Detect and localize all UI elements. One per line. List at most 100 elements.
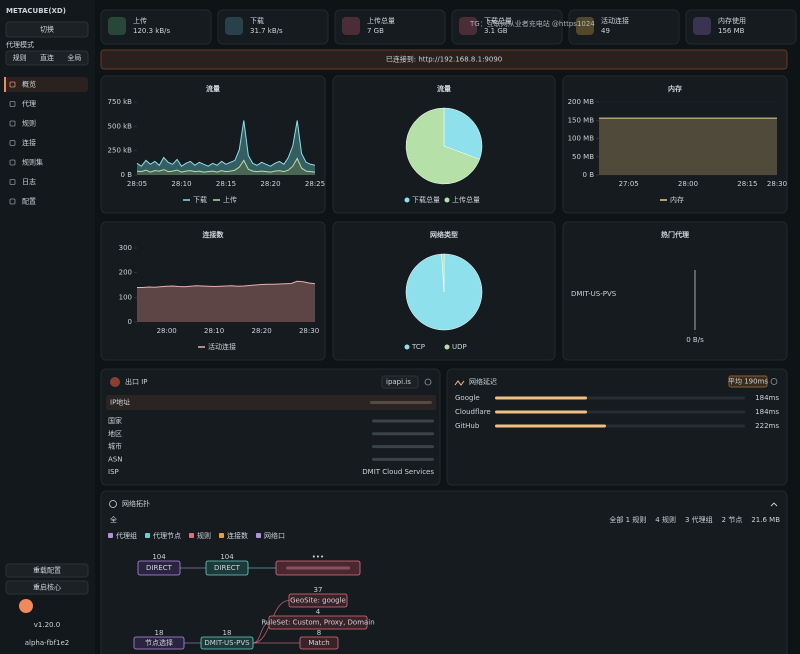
x-tick-label: 28:15	[737, 180, 757, 188]
action-label[interactable]: 重载配置	[33, 566, 61, 575]
y-tick-label: DMIT-US-PVS	[571, 290, 617, 298]
stat-icon	[576, 17, 594, 35]
stat-card	[217, 9, 329, 45]
topology-node[interactable]	[200, 636, 254, 650]
mode-button[interactable]: 直连	[40, 53, 54, 62]
nav-active-bar	[4, 77, 6, 92]
stat-label: 内存使用	[718, 16, 746, 25]
mode-button[interactable]: 规则	[13, 53, 27, 62]
legend-label: 内存	[670, 195, 684, 204]
target-name: Cloudflare	[455, 408, 491, 416]
blurred-value	[372, 445, 434, 449]
node-label[interactable]: DIRECT	[214, 564, 241, 572]
legend-label: 活动连接	[208, 342, 236, 351]
x-tick-label: 27:05	[619, 180, 639, 188]
nav-icon	[9, 198, 16, 205]
legend-dot	[444, 197, 450, 203]
chart-title: 热门代理	[661, 230, 689, 239]
node-label[interactable]: RuleSet: Custom, Proxy, Domain	[261, 619, 374, 627]
y-tick-label: 0	[128, 318, 132, 326]
node-count: 18	[155, 629, 164, 637]
chart-card	[562, 221, 788, 361]
switch-button[interactable]	[5, 21, 89, 38]
x-tick-label: 28:00	[157, 327, 177, 335]
row-label: 国家	[108, 416, 122, 425]
badge	[728, 375, 768, 388]
topology-node[interactable]	[299, 636, 339, 650]
y-tick-label: 50 MB	[572, 153, 594, 161]
y-tick-label: 200 MB	[568, 98, 595, 106]
topology-icon	[109, 500, 117, 508]
collapse-chevron[interactable]	[770, 502, 778, 507]
x-tick-label: 28:30	[767, 180, 787, 188]
nav-icon	[9, 120, 16, 127]
nav-item[interactable]: 代理	[22, 99, 36, 108]
stat-card	[100, 9, 212, 45]
chart-title: 流量	[206, 84, 220, 93]
target-name: Google	[455, 394, 480, 402]
y-tick-label: 0 B	[583, 171, 595, 179]
stat-label: 上传总量	[367, 16, 395, 25]
refresh-icon[interactable]	[424, 378, 432, 386]
chart-card	[100, 75, 326, 214]
build: alpha-fbf1e2	[25, 639, 70, 647]
stat-icon	[225, 17, 243, 35]
mode-label: 代理模式	[6, 40, 34, 49]
action-button[interactable]	[5, 580, 89, 595]
legend-label: 规则	[197, 531, 211, 540]
topology-node[interactable]	[268, 615, 368, 630]
row-label: IP地址	[110, 398, 130, 407]
legend-label: 代理组	[116, 531, 137, 540]
x-tick-label: 28:00	[678, 180, 698, 188]
stat-value: 120.3 kB/s	[133, 27, 170, 35]
blurred-value	[372, 432, 434, 436]
topology-node[interactable]	[288, 593, 348, 608]
ip-row	[106, 395, 436, 410]
node-label[interactable]: 节点选择	[145, 638, 173, 647]
x-tick-label: 28:20	[252, 327, 272, 335]
nav-active	[4, 77, 88, 92]
row-label: 城市	[108, 442, 122, 451]
topology-node[interactable]	[205, 560, 249, 576]
stat-label: 活动连接	[601, 16, 629, 25]
stat-label: 下载	[250, 16, 264, 25]
refresh-icon[interactable]	[770, 378, 778, 385]
nav-item[interactable]: 规则	[22, 119, 36, 128]
sidebar	[0, 0, 95, 654]
action-button[interactable]	[5, 563, 89, 578]
nav-item[interactable]: 概览	[22, 80, 36, 89]
summary-item: 全部 1 规则	[609, 515, 646, 524]
node-label[interactable]: DMIT-US-PVS	[204, 639, 250, 647]
nav-icon	[9, 179, 16, 185]
nav-item[interactable]: 配置	[22, 198, 36, 206]
summary-item: 2 节点	[722, 516, 743, 524]
nav-item[interactable]: 规则集	[22, 158, 43, 167]
node-label[interactable]: GeoSite: google	[290, 597, 346, 605]
legend-label: 上传	[223, 195, 237, 204]
area-fill	[137, 281, 315, 322]
stat-card	[451, 9, 563, 45]
area-fill	[599, 118, 777, 175]
topology-card	[100, 490, 788, 654]
badge-text: 平均 190ms	[728, 377, 768, 386]
topology-node[interactable]	[137, 560, 181, 576]
topology-node[interactable]	[133, 636, 185, 650]
action-label[interactable]: 重启核心	[33, 583, 61, 592]
mode-group	[5, 50, 89, 66]
node-label[interactable]: Match	[308, 639, 329, 647]
card-title: 出口 IP	[125, 377, 148, 386]
x-tick-label: 28:05	[127, 180, 147, 188]
legend-label: 下载	[193, 195, 207, 204]
series-line	[136, 120, 316, 167]
nav-item[interactable]: 日志	[22, 177, 36, 186]
x-tick-label: 28:30	[299, 327, 319, 335]
source-select[interactable]	[381, 375, 419, 389]
node-label[interactable]: DIRECT	[146, 564, 173, 572]
switch-label[interactable]: 切换	[40, 25, 54, 34]
source-label[interactable]: ipapi.is	[386, 378, 411, 386]
chart-title: 连接数	[203, 230, 225, 239]
nav-item[interactable]: 连接	[22, 138, 36, 147]
stat-value: 31.7 kB/s	[250, 27, 283, 35]
mode-button[interactable]: 全局	[67, 53, 81, 62]
